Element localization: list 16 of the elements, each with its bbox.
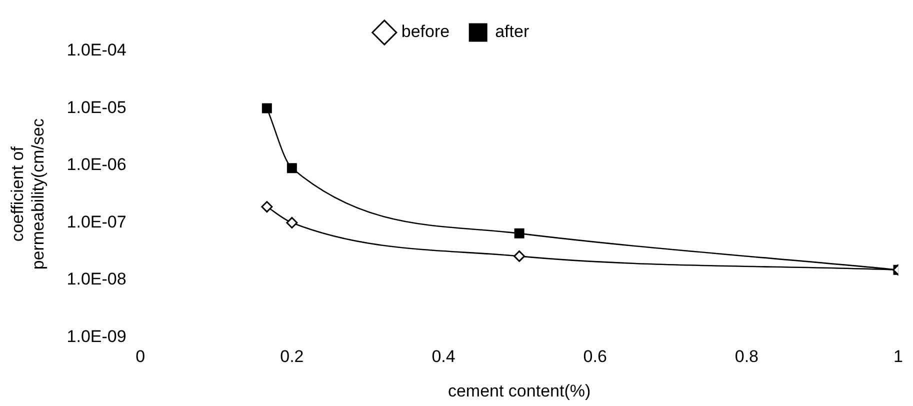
x-tick-label: 0.2 (280, 347, 304, 366)
y-tick-label: 1.0E-05 (66, 98, 126, 117)
x-tick-label: 0.6 (583, 347, 607, 366)
y-tick-label: 1.0E-07 (66, 212, 126, 232)
legend-label: after (495, 22, 530, 42)
y-tick-label: 1.0E-04 (66, 40, 126, 60)
y-tick-label: 1.0E-08 (66, 270, 126, 289)
x-tick-label: 0.4 (432, 347, 456, 366)
x-tick-label: 0.8 (734, 347, 759, 366)
y-axis-title: coefficient of permeability(cm/sec (8, 118, 48, 270)
x-tick-label: 1 (894, 347, 904, 366)
x-axis-title: cement content(%) (448, 381, 591, 400)
y-tick-label: 1.0E-06 (66, 155, 126, 174)
x-tick-label: 0 (136, 347, 146, 366)
legend-label: before (401, 22, 450, 42)
y-tick-label: 1.0E-09 (66, 326, 126, 346)
